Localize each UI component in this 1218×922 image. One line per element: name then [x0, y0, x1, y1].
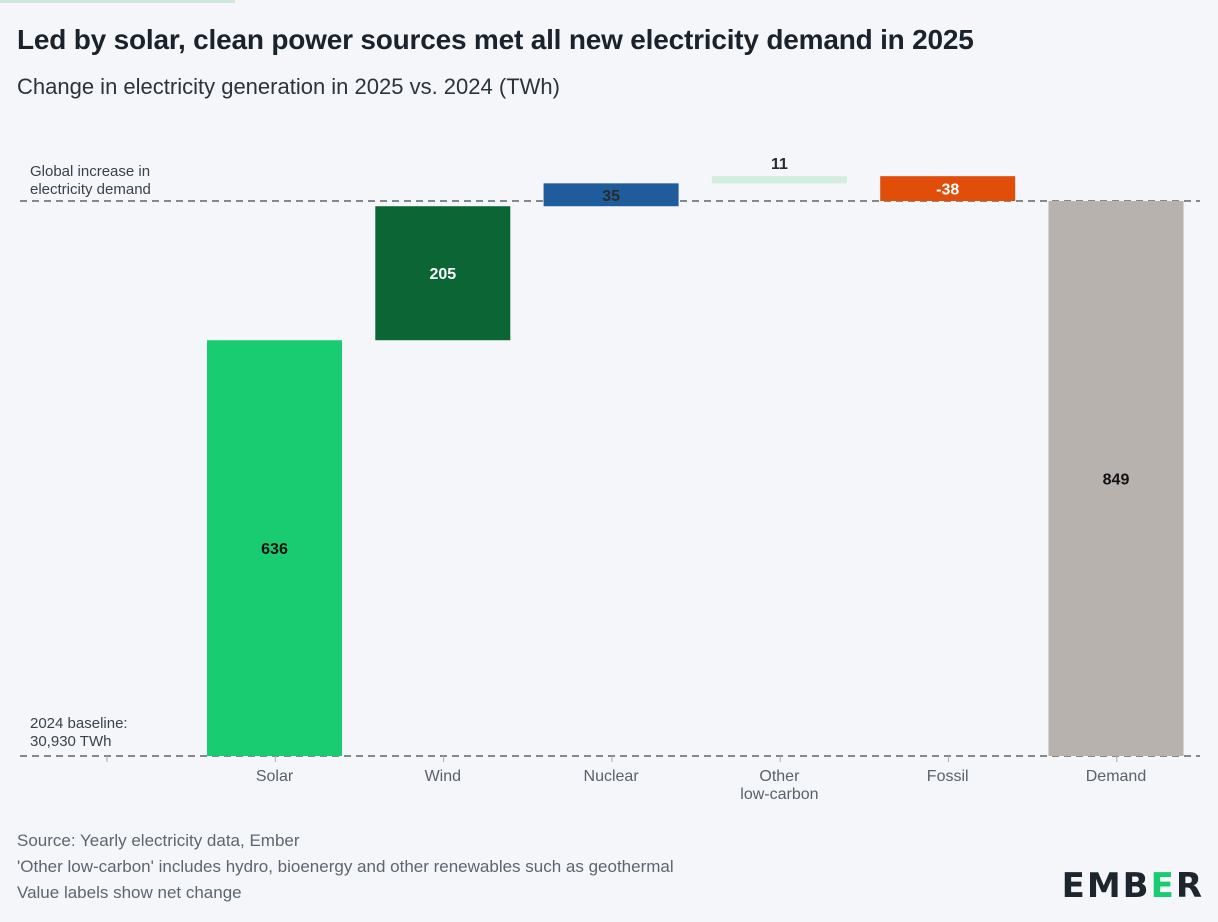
- top-accent-bar: [0, 0, 235, 3]
- category-label-demand: Demand: [1086, 768, 1146, 785]
- value-label-other-low-carbon: 11: [771, 156, 788, 173]
- value-label-wind: 205: [429, 266, 456, 283]
- baseline-annotation: 2024 baseline:: [30, 715, 128, 732]
- value-label-demand: 849: [1103, 472, 1130, 489]
- value-label-solar: 636: [261, 541, 288, 558]
- bar-wind: [375, 206, 511, 341]
- bar-fossil: [880, 176, 1016, 201]
- category-label-nuclear: Nuclear: [584, 768, 640, 785]
- chart-subtitle: Change in electricity generation in 2025…: [17, 74, 560, 99]
- footer-note-other-low-carbon: 'Other low-carbon' includes hydro, bioen…: [17, 857, 674, 876]
- category-label-solar: Solar: [256, 768, 294, 785]
- value-label-nuclear: 35: [602, 188, 620, 205]
- baseline-annotation: 30,930 TWh: [30, 733, 111, 750]
- bar-other-low-carbon: [711, 176, 847, 184]
- category-label-fossil: Fossil: [927, 768, 969, 785]
- category-label-other-low-carbon: low-carbon: [740, 786, 818, 803]
- bar-solar: [207, 340, 342, 756]
- footer-source: Source: Yearly electricity data, Ember: [17, 831, 300, 850]
- demand-line-annotation: electricity demand: [30, 181, 151, 198]
- category-label-wind: Wind: [425, 768, 461, 785]
- chart-title: Led by solar, clean power sources met al…: [17, 24, 974, 55]
- footer-note-value-labels: Value labels show net change: [17, 883, 242, 902]
- ember-logo: EMBER: [1061, 866, 1204, 906]
- bar-demand: [1048, 201, 1184, 756]
- bar-nuclear: [543, 183, 679, 207]
- value-label-fossil: -38: [936, 182, 959, 199]
- demand-line-annotation: Global increase in: [30, 163, 150, 180]
- category-label-other-low-carbon: Other: [759, 768, 800, 785]
